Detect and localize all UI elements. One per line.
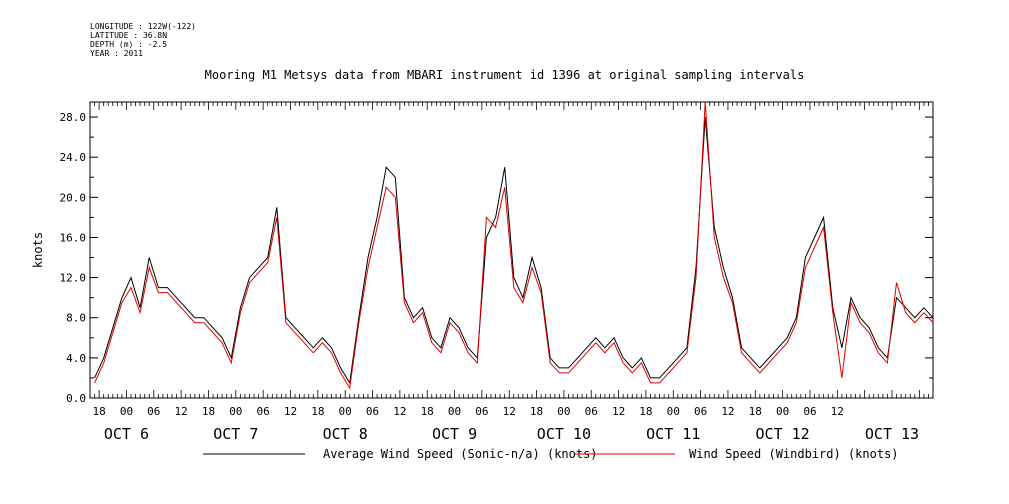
x-hour-label: 00	[776, 405, 789, 418]
x-hour-label: 06	[585, 405, 598, 418]
x-hour-label: 00	[667, 405, 680, 418]
x-hour-label: 18	[639, 405, 652, 418]
plot-frame	[89, 101, 934, 399]
x-hour-label: 18	[749, 405, 762, 418]
x-hour-label: 06	[475, 405, 488, 418]
x-hour-label: 18	[311, 405, 324, 418]
x-hour-label: 18	[421, 405, 434, 418]
x-hour-label: 00	[557, 405, 570, 418]
x-hour-label: 12	[393, 405, 406, 418]
meta-year: YEAR : 2011	[90, 49, 143, 58]
x-hour-label: 18	[530, 405, 543, 418]
meta-latitude: LATITUDE : 36.8N	[90, 31, 168, 40]
x-hour-label: 18	[202, 405, 215, 418]
x-hour-label: 06	[694, 405, 707, 418]
x-hour-label: 06	[366, 405, 379, 418]
y-tick-label: 4.0	[66, 352, 86, 365]
x-day-label: OCT 6	[104, 425, 149, 443]
x-hour-label: 06	[257, 405, 270, 418]
x-day-label: OCT 9	[432, 425, 477, 443]
x-day-label: OCT 12	[756, 425, 810, 443]
series-line-average-wind	[94, 117, 934, 385]
y-tick-label: 12.0	[60, 272, 87, 285]
x-hour-label: 06	[147, 405, 160, 418]
x-hour-label: 12	[503, 405, 516, 418]
chart-title: Mooring M1 Metsys data from MBARI instru…	[204, 68, 805, 82]
x-hour-label: 12	[612, 405, 625, 418]
legend-label-average-wind: Average Wind Speed (Sonic-n/a) (knots)	[323, 447, 598, 461]
y-tick-label: 8.0	[66, 312, 86, 325]
x-day-label: OCT 10	[537, 425, 591, 443]
x-hour-label: 06	[803, 405, 816, 418]
x-hour-label: 00	[339, 405, 352, 418]
y-tick-label: 24.0	[60, 151, 87, 164]
x-hour-label: 00	[120, 405, 133, 418]
y-tick-label: 16.0	[60, 231, 87, 244]
x-hour-label: 00	[229, 405, 242, 418]
x-hour-label: 00	[448, 405, 461, 418]
meta-depth: DEPTH (m) : -2.5	[90, 40, 168, 49]
x-day-label: OCT 7	[213, 425, 258, 443]
y-tick-label: 20.0	[60, 191, 87, 204]
x-day-label: OCT 13	[865, 425, 919, 443]
x-hour-label: 12	[175, 405, 188, 418]
meta-longitude: LONGITUDE : 122W(-122)	[90, 22, 196, 31]
x-day-label: OCT 11	[646, 425, 700, 443]
series-line-windbird	[94, 101, 934, 390]
x-hour-label: 18	[92, 405, 105, 418]
y-tick-label: 0.0	[66, 392, 86, 405]
y-axis-label: knots	[31, 232, 45, 268]
y-tick-label: 28.0	[60, 111, 87, 124]
x-hour-label: 12	[721, 405, 734, 418]
x-day-label: OCT 8	[323, 425, 368, 443]
metadata-block: LONGITUDE : 122W(-122) LATITUDE : 36.8N …	[90, 22, 196, 58]
x-hour-label: 12	[284, 405, 297, 418]
x-hour-label: 12	[831, 405, 844, 418]
legend-label-windbird: Wind Speed (Windbird) (knots)	[689, 447, 899, 461]
